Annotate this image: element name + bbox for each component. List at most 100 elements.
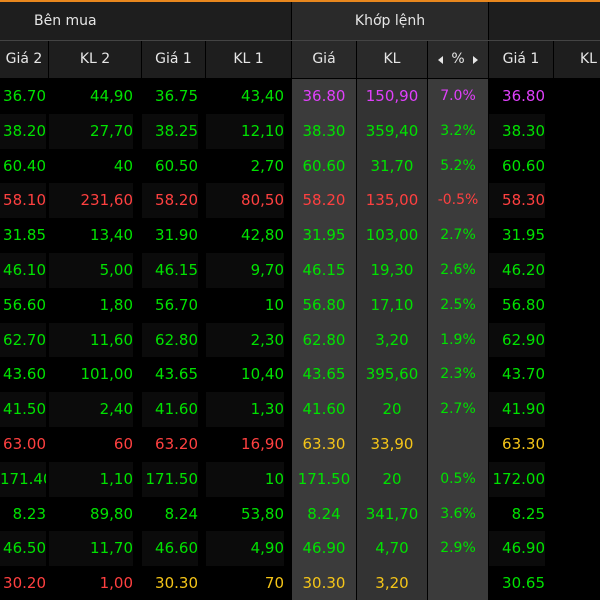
cell-gia2: 8.23 (0, 496, 46, 532)
cell-kl1: 53,80 (206, 496, 284, 532)
cell-kl1: 4,90 (206, 531, 284, 567)
col-header-kl1[interactable]: KL 1 (206, 41, 291, 78)
col-header-gia[interactable]: Giá (292, 41, 356, 78)
cell-gia: 38.30 (292, 113, 356, 149)
caret-left-icon[interactable] (438, 55, 444, 64)
col-header-sell-kl1[interactable]: KL 1 (554, 41, 600, 78)
cell-gia1: 41.60 (142, 392, 198, 427)
cell-gia: 60.60 (292, 148, 356, 184)
cell-sgia1: 58.30 (489, 183, 545, 219)
cell-kl1: 1,30 (206, 392, 284, 427)
cell-kl1: 2,70 (206, 148, 284, 184)
col-header-pct-label: % (451, 51, 465, 67)
cell-gia2: 62.70 (0, 322, 46, 358)
cell-kl2: 11,60 (49, 322, 133, 358)
cell-pct: 3.2% (428, 113, 488, 149)
table-row[interactable]: 31.85 13,40 31.90 42,80 31.95 103,00 2.7% 31.95 (0, 218, 600, 253)
col-header-sell-gia1[interactable]: Giá 1 (489, 41, 553, 78)
cell-gia: 43.65 (292, 357, 356, 393)
cell-sgia1: 43.70 (489, 357, 545, 393)
cell-sgia1: 62.90 (489, 322, 545, 358)
cell-kl2: 60 (49, 426, 133, 462)
cell-gia2: 41.50 (0, 392, 46, 427)
col-header-kl[interactable]: KL (357, 41, 427, 78)
table-row[interactable]: 60.40 40 60.50 2,70 60.60 31,70 5.2% 60.60 (0, 148, 600, 184)
buy-side-label: Bên mua (34, 13, 97, 29)
table-row[interactable]: 56.60 1,80 56.70 10 56.80 17,10 2.5% 56.80 (0, 287, 600, 323)
cell-pct: 2.9% (428, 531, 488, 567)
cell-sgia1: 8.25 (489, 496, 545, 532)
table-row[interactable]: 36.70 44,90 36.75 43,40 36.80 150,90 7.0% 36.80 (0, 79, 600, 114)
header-separator (0, 40, 600, 41)
cell-sgia1: 46.20 (489, 252, 545, 288)
cell-pct (428, 426, 488, 462)
cell-kl: 4,70 (357, 531, 427, 567)
cell-gia1: 46.60 (142, 531, 198, 567)
cell-kl1: 10 (206, 461, 284, 497)
cell-kl1: 10 (206, 287, 284, 323)
cell-gia2: 43.60 (0, 357, 46, 393)
cell-kl1: 9,70 (206, 252, 284, 288)
table-row[interactable]: 30.20 1,00 30.30 70 30.30 3,20 30.65 (0, 566, 600, 600)
col-header-kl2[interactable]: KL 2 (49, 41, 141, 78)
matched-header: Khớp lệnh (292, 2, 488, 40)
cell-gia: 46.90 (292, 531, 356, 567)
cell-gia1: 56.70 (142, 287, 198, 323)
cell-sgia1: 172.00 (489, 461, 545, 497)
cell-pct: 2.7% (428, 392, 488, 427)
col-header-pct[interactable]: % (428, 41, 488, 78)
cell-gia1: 31.90 (142, 218, 198, 253)
cell-gia1: 36.75 (142, 79, 198, 114)
cell-gia2: 46.10 (0, 252, 46, 288)
cell-gia1: 46.15 (142, 252, 198, 288)
cell-gia2: 56.60 (0, 287, 46, 323)
cell-kl2: 11,70 (49, 531, 133, 567)
cell-kl1: 80,50 (206, 183, 284, 219)
cell-sgia1: 31.95 (489, 218, 545, 253)
cell-kl: 33,90 (357, 426, 427, 462)
cell-kl2: 1,80 (49, 287, 133, 323)
table-row[interactable]: 41.50 2,40 41.60 1,30 41.60 20 2.7% 41.90 (0, 392, 600, 427)
cell-gia: 31.95 (292, 218, 356, 253)
cell-kl: 3,20 (357, 322, 427, 358)
table-row[interactable]: 58.10 231,60 58.20 80,50 58.20 135,00 -0.5% 58.… (0, 183, 600, 219)
cell-pct (428, 566, 488, 600)
cell-pct: -0.5% (428, 183, 488, 219)
table-row[interactable]: 43.60 101,00 43.65 10,40 43.65 395,60 2.3% 43.7… (0, 357, 600, 393)
cell-gia2: 171.40 (0, 461, 46, 497)
cell-kl1: 42,80 (206, 218, 284, 253)
cell-pct: 1.9% (428, 322, 488, 358)
cell-gia2: 46.50 (0, 531, 46, 567)
top-accent-line (0, 0, 600, 2)
cell-kl: 359,40 (357, 113, 427, 149)
col-header-gia2[interactable]: Giá 2 (0, 41, 48, 78)
cell-kl2: 101,00 (49, 357, 133, 393)
cell-gia1: 38.25 (142, 113, 198, 149)
cell-kl: 103,00 (357, 218, 427, 253)
cell-gia: 8.24 (292, 496, 356, 532)
cell-gia: 56.80 (292, 287, 356, 323)
cell-kl: 17,10 (357, 287, 427, 323)
cell-sgia1: 46.90 (489, 531, 545, 567)
cell-kl1: 16,90 (206, 426, 284, 462)
cell-kl2: 5,00 (49, 252, 133, 288)
table-row[interactable]: 62.70 11,60 62.80 2,30 62.80 3,20 1.9% 62.90 (0, 322, 600, 358)
cell-gia: 46.15 (292, 252, 356, 288)
cell-gia2: 36.70 (0, 79, 46, 114)
cell-kl: 341,70 (357, 496, 427, 532)
cell-kl2: 1,10 (49, 461, 133, 497)
table-row[interactable]: 38.20 27,70 38.25 12,10 38.30 359,40 3.2% 38.30 (0, 113, 600, 149)
table-row[interactable]: 46.50 11,70 46.60 4,90 46.90 4,70 2.9% 46.90 (0, 531, 600, 567)
table-row[interactable]: 46.10 5,00 46.15 9,70 46.15 19,30 2.6% 46.20 (0, 252, 600, 288)
cell-gia2: 58.10 (0, 183, 46, 219)
cell-kl: 395,60 (357, 357, 427, 393)
cell-kl1: 43,40 (206, 79, 284, 114)
cell-kl2: 231,60 (49, 183, 133, 219)
table-row[interactable]: 8.23 89,80 8.24 53,80 8.24 341,70 3.6% 8.25 (0, 496, 600, 532)
caret-right-icon[interactable] (472, 55, 478, 64)
cell-gia1: 62.80 (142, 322, 198, 358)
table-row[interactable]: 63.00 60 63.20 16,90 63.30 33,90 63.30 (0, 426, 600, 462)
buy-side-header: Bên mua (0, 2, 291, 40)
col-header-gia1[interactable]: Giá 1 (142, 41, 205, 78)
